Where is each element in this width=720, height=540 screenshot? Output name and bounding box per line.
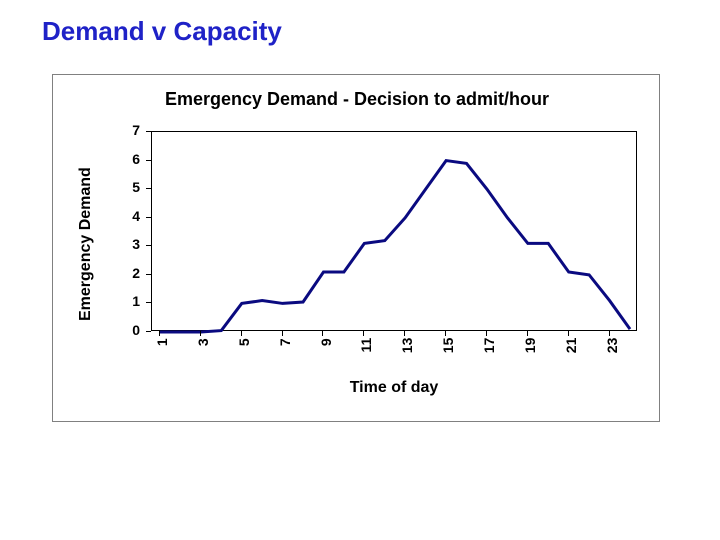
y-tick-mark	[146, 245, 151, 246]
y-tick-label: 7	[132, 122, 140, 138]
x-tick-mark	[568, 331, 569, 336]
slide-title: Demand v Capacity	[42, 16, 282, 47]
y-axis-label: Emergency Demand	[77, 167, 95, 321]
x-tick-mark	[282, 331, 283, 336]
x-tick-mark	[486, 331, 487, 336]
x-tick-mark	[241, 331, 242, 336]
y-tick-label: 5	[132, 179, 140, 195]
y-tick-mark	[146, 217, 151, 218]
x-tick-mark	[445, 331, 446, 336]
x-tick-label: 19	[522, 338, 538, 359]
x-tick-label: 1	[154, 338, 170, 351]
x-tick-mark	[159, 331, 160, 336]
x-tick-mark	[527, 331, 528, 336]
x-tick-label: 21	[563, 338, 579, 359]
x-tick-label: 7	[277, 338, 293, 351]
y-tick-label: 1	[132, 293, 140, 309]
x-tick-mark	[609, 331, 610, 336]
chart-frame: Emergency Demand - Decision to admit/hou…	[52, 74, 660, 422]
x-tick-label: 3	[195, 338, 211, 351]
y-tick-label: 0	[132, 322, 140, 338]
x-tick-mark	[322, 331, 323, 336]
y-tick-mark	[146, 188, 151, 189]
y-tick-mark	[146, 274, 151, 275]
y-tick-label: 6	[132, 151, 140, 167]
line-svg	[152, 132, 636, 330]
x-tick-label: 17	[481, 338, 497, 359]
line-series	[160, 161, 630, 332]
x-tick-label: 15	[440, 338, 456, 359]
x-tick-mark	[363, 331, 364, 336]
chart-title: Emergency Demand - Decision to admit/hou…	[53, 89, 661, 110]
x-tick-label: 5	[236, 338, 252, 351]
x-tick-mark	[404, 331, 405, 336]
y-tick-label: 3	[132, 236, 140, 252]
plot-area	[151, 131, 637, 331]
x-axis-label: Time of day	[151, 379, 637, 397]
y-tick-mark	[146, 331, 151, 332]
y-tick-mark	[146, 302, 151, 303]
y-tick-label: 4	[132, 208, 140, 224]
x-tick-label: 13	[399, 338, 415, 359]
x-tick-label: 23	[604, 338, 620, 359]
y-tick-label: 2	[132, 265, 140, 281]
y-tick-mark	[146, 131, 151, 132]
x-tick-mark	[200, 331, 201, 336]
y-tick-mark	[146, 160, 151, 161]
x-tick-label: 9	[318, 338, 334, 351]
x-tick-label: 11	[358, 338, 374, 359]
